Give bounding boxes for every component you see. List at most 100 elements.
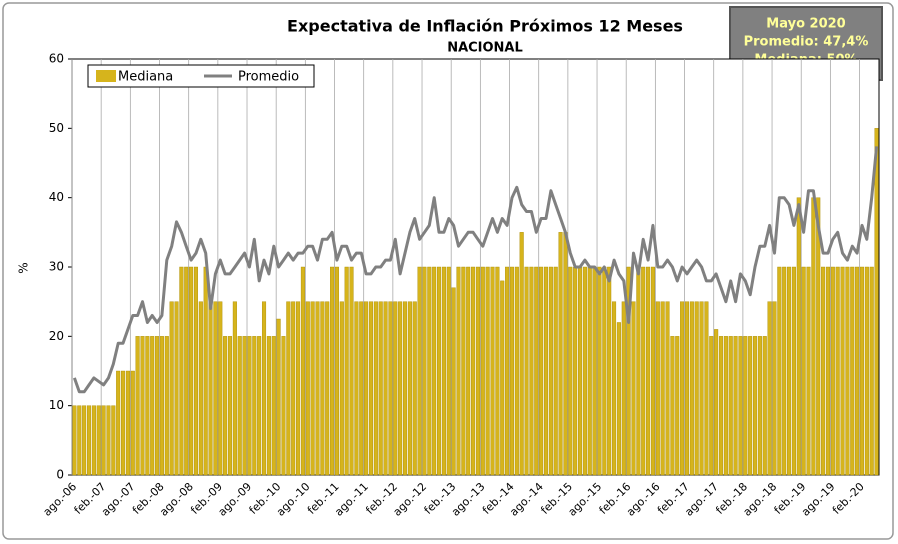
bar — [694, 301, 699, 476]
legend-label: Mediana — [118, 70, 173, 85]
bar — [825, 266, 830, 476]
bar — [714, 329, 719, 476]
bar — [422, 266, 427, 476]
bar — [811, 197, 816, 476]
bar — [281, 336, 286, 476]
bar — [762, 336, 767, 476]
bar — [193, 266, 198, 476]
legend-label: Promedio — [238, 70, 299, 85]
bar — [77, 405, 82, 476]
bar — [441, 266, 446, 476]
bar — [227, 336, 233, 476]
bar — [772, 301, 777, 476]
bar — [344, 266, 349, 476]
bar — [130, 370, 135, 476]
bar — [213, 301, 218, 476]
bar — [636, 266, 641, 476]
bar — [305, 301, 310, 476]
bar — [748, 336, 753, 476]
bar — [155, 336, 160, 476]
bar — [388, 301, 393, 476]
bar — [855, 266, 860, 476]
bar — [743, 336, 748, 476]
chart-title: Expectativa de Inflación Próximos 12 Mes… — [287, 17, 683, 36]
bar — [573, 266, 578, 476]
bar — [218, 301, 223, 476]
bar — [271, 336, 276, 476]
bar — [597, 266, 602, 476]
bar — [539, 266, 544, 476]
bar — [179, 266, 184, 476]
chart-subtitle: NACIONAL — [447, 41, 523, 56]
bar — [563, 232, 568, 476]
bar — [232, 301, 237, 476]
bar — [791, 266, 796, 476]
bar — [276, 318, 281, 476]
bar — [368, 301, 374, 476]
bar — [106, 405, 111, 476]
legend-box — [87, 64, 315, 88]
bar — [626, 266, 631, 476]
bar — [514, 266, 519, 476]
bar — [607, 266, 612, 476]
bar — [480, 266, 485, 476]
bar — [490, 266, 495, 476]
y-tick-label: 10 — [49, 398, 64, 412]
bar — [72, 405, 77, 476]
bar — [850, 266, 855, 476]
bar — [689, 301, 694, 476]
bar — [300, 266, 305, 476]
bar — [733, 336, 738, 476]
info-text: Promedio: 47,4% — [744, 35, 869, 50]
bar — [407, 301, 412, 476]
bar — [189, 266, 194, 476]
bar — [519, 232, 524, 476]
bar — [237, 336, 242, 476]
bar — [869, 266, 874, 476]
bar — [665, 301, 670, 476]
y-tick-label: 50 — [49, 121, 64, 135]
bar — [782, 266, 787, 476]
bar — [291, 301, 296, 476]
bar — [796, 197, 801, 476]
bar — [184, 266, 189, 476]
bar — [534, 266, 539, 476]
bar — [378, 301, 383, 476]
bar — [257, 336, 262, 476]
bar — [529, 266, 534, 476]
bar — [427, 266, 432, 476]
bar — [91, 405, 96, 476]
bar — [174, 301, 179, 476]
bar — [767, 301, 772, 476]
bar — [471, 266, 476, 476]
bar — [393, 301, 398, 476]
bar — [325, 301, 330, 476]
legend-swatch — [96, 70, 116, 82]
bar — [198, 301, 203, 476]
bar — [505, 266, 510, 476]
bar — [135, 336, 140, 476]
bar — [655, 301, 660, 476]
y-tick-label: 60 — [49, 52, 64, 66]
bar — [568, 266, 573, 476]
bar — [845, 266, 850, 476]
y-tick-label: 20 — [49, 329, 64, 343]
bar — [203, 266, 208, 476]
bar — [684, 301, 690, 476]
bar — [709, 336, 714, 476]
bar — [330, 266, 335, 476]
bar — [466, 266, 471, 476]
bar — [373, 301, 378, 476]
bar — [874, 128, 879, 476]
bar — [835, 266, 840, 476]
bar — [592, 266, 597, 476]
bar — [121, 370, 126, 476]
bar — [821, 266, 826, 476]
bar — [621, 301, 626, 476]
bar — [864, 266, 869, 476]
bar — [432, 266, 437, 476]
bar — [354, 301, 359, 476]
bar — [456, 266, 461, 476]
bar — [349, 266, 354, 476]
